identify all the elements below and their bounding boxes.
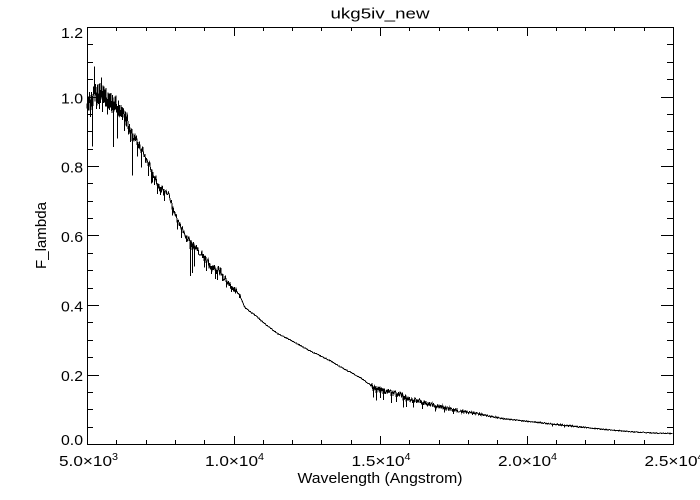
svg-text:0.6: 0.6 (61, 230, 83, 246)
svg-text:0.8: 0.8 (61, 160, 83, 176)
svg-text:ukg5iv_new: ukg5iv_new (331, 6, 430, 23)
svg-text:0.4: 0.4 (61, 299, 83, 315)
svg-text:1.0: 1.0 (61, 91, 83, 107)
svg-text:5.0×10: 5.0×10 (59, 454, 112, 470)
svg-text:2.0×10: 2.0×10 (498, 454, 551, 470)
svg-text:4: 4 (698, 452, 700, 463)
svg-text:3: 3 (112, 452, 118, 463)
svg-text:1.2: 1.2 (61, 26, 83, 42)
svg-text:Wavelength (Angstrom): Wavelength (Angstrom) (298, 470, 463, 487)
svg-text:0.2: 0.2 (61, 369, 83, 385)
svg-text:4: 4 (551, 452, 557, 463)
svg-text:4: 4 (405, 452, 411, 463)
svg-text:1.5×10: 1.5×10 (352, 454, 405, 470)
svg-text:F_lambda: F_lambda (33, 201, 50, 269)
svg-text:1.0×10: 1.0×10 (205, 454, 258, 470)
svg-text:4: 4 (258, 452, 264, 463)
svg-text:2.5×10: 2.5×10 (645, 454, 698, 470)
svg-text:0.0: 0.0 (61, 433, 83, 449)
